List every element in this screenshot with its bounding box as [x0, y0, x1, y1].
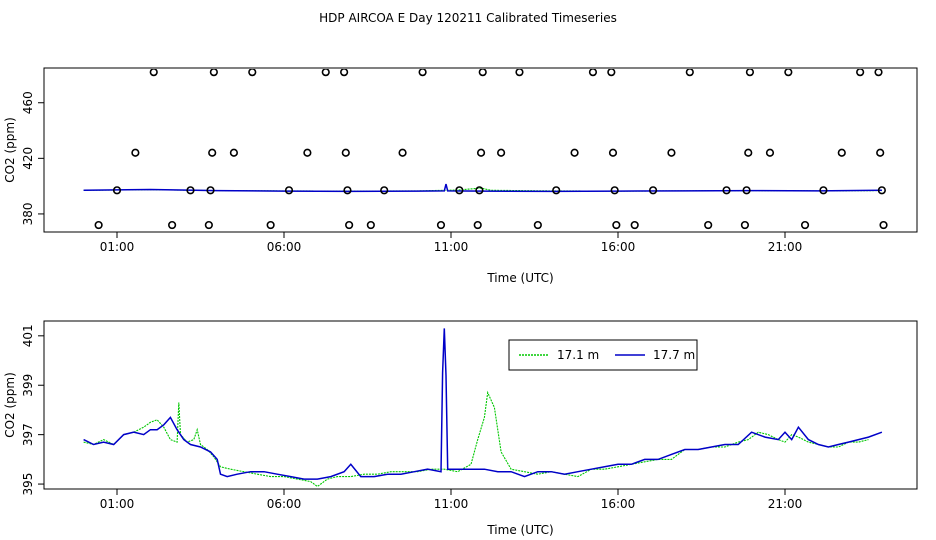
top-data-point-28 [476, 148, 486, 157]
top-x-tick-label-3: 16:00 [601, 240, 636, 254]
top-x-axis-title: Time (UTC) [486, 271, 553, 285]
bottom-x-tick-label-0: 01:00 [100, 497, 135, 511]
top-data-point-50 [765, 148, 775, 157]
top-data-point-54 [837, 148, 846, 157]
top-data-point-56 [874, 69, 883, 77]
top-data-point-42 [667, 148, 676, 157]
bottom-y-tick-label-1: 397 [21, 423, 35, 446]
top-data-point-9 [209, 69, 218, 77]
top-x-tick-label-0: 01:00 [100, 240, 135, 254]
top-y-axis-title: CO2 (ppm) [3, 117, 17, 183]
top-data-point-57 [876, 148, 885, 157]
top-series-line-blue [83, 183, 882, 193]
legend-label-green: 17.1 m [557, 348, 599, 362]
bottom-legend: 17.1 m 17.7 m [508, 339, 698, 371]
top-data-point-17 [341, 148, 350, 157]
top-x-tick-label-2: 11:00 [434, 240, 469, 254]
bottom-y-tick-label-2: 399 [21, 374, 35, 397]
top-data-point-14 [303, 148, 312, 157]
top-data-point-44 [704, 220, 713, 230]
top-data-point-26 [473, 220, 482, 230]
top-data-point-11 [248, 69, 257, 77]
top-data-point-19 [345, 220, 354, 230]
bottom-x-tick-label-3: 16:00 [601, 497, 636, 511]
top-data-point-59 [879, 220, 888, 230]
bottom-series-line-17-1-m [83, 390, 869, 488]
top-data-point-40 [630, 220, 639, 230]
top-data-point-51 [784, 69, 793, 77]
top-data-point-23 [418, 69, 427, 77]
bottom-x-tick-label-4: 21:00 [768, 497, 803, 511]
main-title: HDP AIRCOA E Day 120211 Calibrated Times… [319, 11, 617, 25]
bottom-series-line-17-7-m [83, 328, 883, 480]
top-data-point-55 [856, 69, 865, 77]
bottom-y-axis-title: CO2 (ppm) [3, 372, 17, 438]
top-data-point-15 [321, 69, 330, 77]
top-x-tick-label-4: 21:00 [768, 240, 803, 254]
top-data-point-20 [366, 220, 375, 230]
bottom-x-tick-label-1: 06:00 [267, 497, 302, 511]
bottom-plot-frame [43, 320, 918, 490]
top-data-point-49 [745, 69, 755, 77]
top-data-point-27 [475, 186, 484, 195]
top-plot-frame [43, 67, 918, 233]
top-data-point-25 [455, 186, 464, 195]
top-data-point-4 [168, 220, 177, 230]
top-x-tick-label-1: 06:00 [267, 240, 302, 254]
top-data-point-45 [722, 186, 731, 195]
top-data-point-22 [398, 148, 407, 157]
top-data-point-8 [208, 148, 217, 157]
top-data-point-0 [94, 220, 103, 230]
bottom-x-tick-label-2: 11:00 [434, 497, 469, 511]
top-panel-timeseries: 01:00 06:00 11:00 16:00 21:00 380 420 460 Time (… [3, 67, 918, 285]
top-data-point-52 [800, 220, 810, 230]
top-data-point-33 [552, 186, 561, 195]
top-data-point-36 [607, 69, 616, 77]
top-data-point-13 [284, 186, 294, 195]
top-data-point-6 [204, 220, 213, 230]
bottom-y-tick-label-3: 401 [21, 324, 35, 347]
top-plot-area [83, 69, 888, 230]
top-data-point-12 [266, 220, 275, 230]
top-data-point-39 [612, 220, 621, 230]
bottom-x-axis-title: Time (UTC) [486, 523, 553, 537]
top-data-point-58 [877, 186, 886, 195]
top-data-point-24 [436, 220, 446, 230]
top-data-point-47 [742, 186, 751, 195]
bottom-panel-timeseries: 01:00 06:00 11:00 16:00 21:00 395 397 399 401 Tim… [3, 320, 918, 537]
top-data-point-38 [610, 186, 619, 195]
top-data-point-30 [497, 148, 506, 157]
top-data-point-34 [570, 148, 579, 157]
top-data-point-37 [608, 148, 618, 157]
top-data-point-53 [819, 186, 828, 195]
top-data-point-48 [744, 148, 753, 157]
top-data-point-32 [533, 220, 542, 230]
legend-label-blue: 17.7 m [653, 348, 695, 362]
top-data-point-18 [343, 186, 352, 195]
top-data-point-21 [380, 186, 389, 195]
top-data-point-43 [685, 69, 694, 77]
top-data-point-41 [648, 186, 658, 195]
top-data-point-10 [229, 148, 238, 157]
top-data-point-29 [478, 69, 487, 77]
bottom-plot-area [83, 328, 883, 488]
bottom-y-tick-label-0: 395 [21, 473, 35, 496]
top-data-point-46 [740, 220, 750, 230]
top-data-point-7 [206, 186, 215, 195]
top-data-point-16 [340, 69, 349, 77]
top-y-tick-label-0: 380 [21, 202, 35, 225]
top-y-tick-label-1: 420 [21, 147, 35, 170]
top-data-point-1 [112, 186, 122, 195]
top-data-point-3 [149, 69, 158, 77]
top-y-tick-label-2: 460 [21, 91, 35, 114]
top-data-point-35 [588, 69, 598, 77]
top-data-point-5 [186, 186, 195, 195]
top-data-point-2 [131, 148, 140, 157]
top-data-point-31 [515, 69, 524, 77]
